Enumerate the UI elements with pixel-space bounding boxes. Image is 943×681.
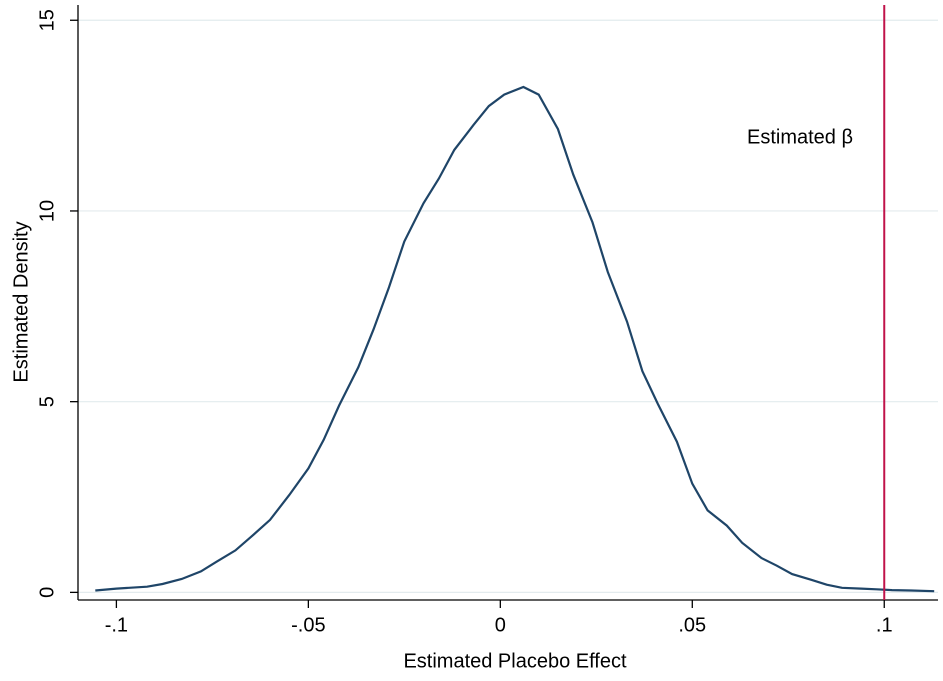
x-axis-title: Estimated Placebo Effect — [403, 650, 627, 672]
y-tick-label: 0 — [36, 587, 58, 598]
x-tick-label: .1 — [876, 614, 893, 636]
y-axis-title: Estimated Density — [10, 221, 32, 382]
x-tick-label: .05 — [678, 614, 706, 636]
x-tick-label: -.05 — [291, 614, 325, 636]
y-tick-label: 5 — [36, 396, 58, 407]
x-tick-label: 0 — [495, 614, 506, 636]
y-tick-label: 15 — [36, 9, 58, 31]
x-tick-label: -.1 — [105, 614, 128, 636]
annotation: Estimated β — [747, 126, 853, 148]
density-curve — [95, 85, 935, 593]
y-tick-label: 10 — [36, 200, 58, 222]
